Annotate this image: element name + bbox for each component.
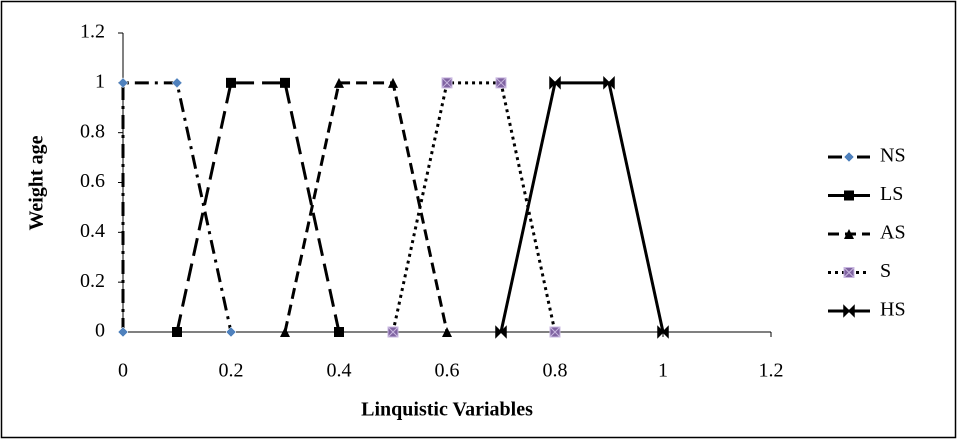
data-point	[603, 76, 615, 90]
legend-marker	[843, 151, 855, 163]
data-point	[225, 326, 237, 338]
legend-label: S	[880, 260, 891, 282]
series-line	[283, 81, 449, 333]
y-tick-label: 0.8	[80, 120, 105, 142]
legend-label: LS	[880, 183, 903, 205]
data-point	[387, 326, 399, 338]
legend-label: AS	[880, 222, 906, 244]
legend-marker	[843, 267, 855, 278]
series-line	[499, 81, 665, 333]
data-point	[549, 326, 561, 338]
data-point	[495, 325, 507, 339]
x-tick-label: 0.6	[435, 360, 460, 382]
y-axis-label: Weight age	[26, 135, 48, 230]
data-point	[388, 77, 398, 88]
x-tick-label: 1	[658, 360, 668, 382]
x-tick-label: 0.2	[219, 360, 244, 382]
legend-label: NS	[880, 145, 906, 167]
data-point	[657, 325, 669, 339]
data-point	[334, 77, 344, 88]
data-point	[117, 77, 129, 89]
data-point	[442, 327, 452, 337]
y-tick-label: 0.4	[80, 220, 105, 242]
y-tick-label: 0	[95, 320, 105, 342]
data-point	[172, 327, 182, 337]
data-point	[495, 77, 507, 89]
x-tick-label: 0.4	[327, 360, 352, 382]
x-axis-label: Linquistic Variables	[361, 399, 533, 421]
data-point	[280, 327, 290, 337]
data-point	[549, 76, 561, 90]
y-tick-label: 0.2	[80, 270, 105, 292]
y-tick-label: 1	[95, 70, 105, 92]
legend-marker	[844, 229, 854, 239]
data-point	[280, 77, 290, 88]
x-tick-label: 0.8	[543, 360, 568, 382]
y-tick-label: 0.6	[80, 170, 105, 192]
legend-label: HS	[880, 299, 906, 321]
series-line	[121, 81, 233, 333]
data-point	[441, 77, 453, 89]
data-point	[171, 77, 183, 89]
data-point	[226, 77, 236, 88]
legend-marker	[844, 190, 854, 201]
data-point	[334, 327, 344, 337]
y-tick-label: 1.2	[80, 21, 105, 43]
legend-marker	[843, 304, 855, 318]
data-point	[117, 326, 129, 338]
x-tick-label: 1.2	[759, 360, 784, 382]
x-tick-label: 0	[118, 360, 128, 382]
